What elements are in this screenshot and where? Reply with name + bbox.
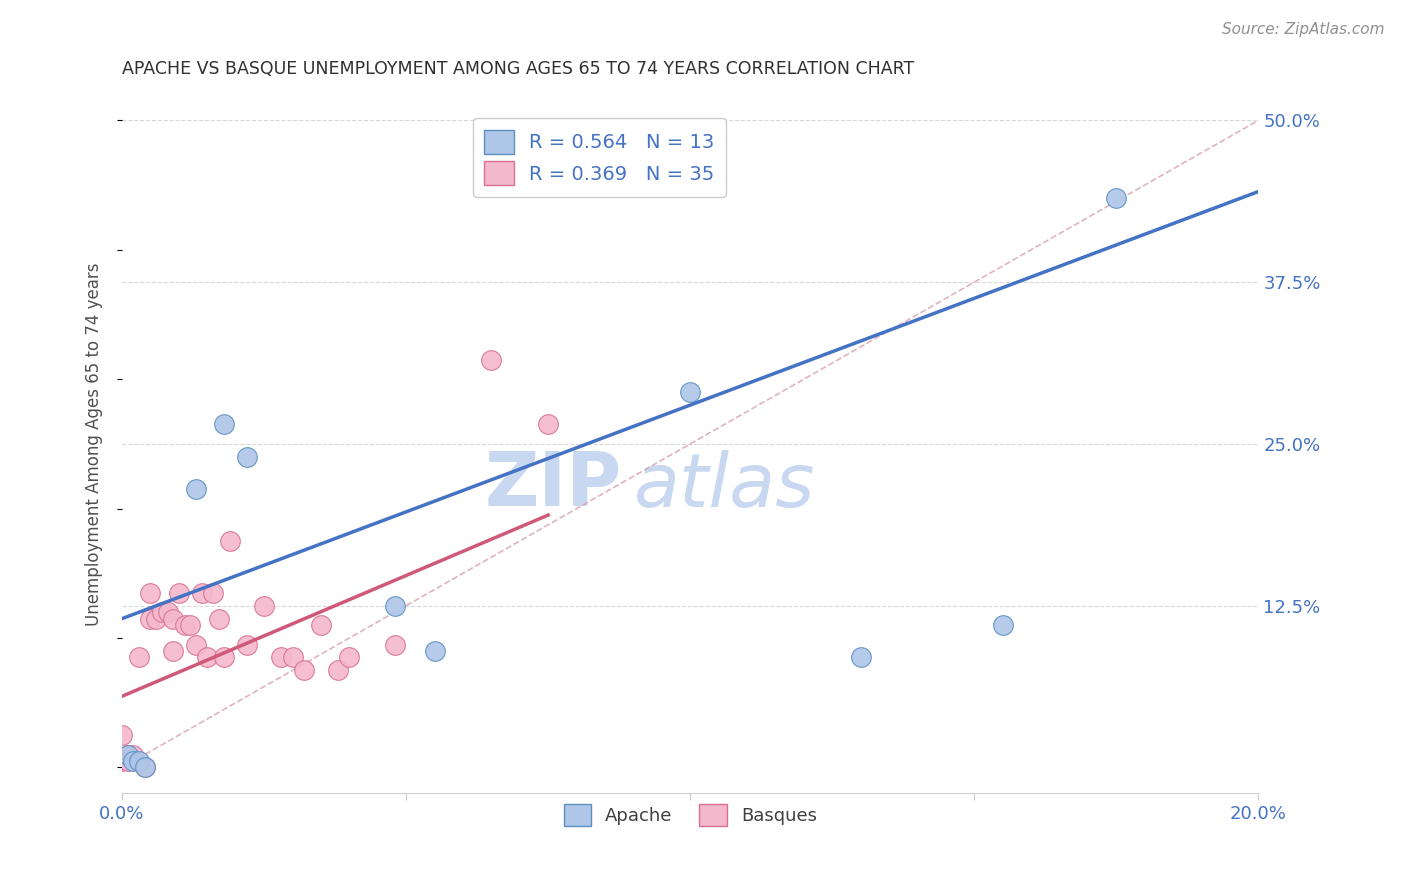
Point: [156, 605, 179, 619]
Point: [162, 612, 184, 626]
Point: [849, 650, 872, 665]
Point: [134, 760, 156, 774]
Point: [150, 605, 173, 619]
Point: [162, 644, 184, 658]
Point: [208, 612, 231, 626]
Text: atlas: atlas: [634, 450, 815, 522]
Point: [384, 599, 406, 613]
Point: [270, 650, 292, 665]
Point: [167, 586, 190, 600]
Point: [134, 760, 156, 774]
Point: [128, 650, 150, 665]
Point: [384, 638, 406, 652]
Point: [122, 754, 145, 768]
Point: [214, 417, 236, 432]
Point: [184, 482, 207, 496]
Point: [479, 352, 502, 367]
Text: ZIP: ZIP: [485, 450, 621, 523]
Legend: Apache, Basques: Apache, Basques: [557, 797, 824, 833]
Point: [128, 754, 150, 768]
Point: [179, 618, 201, 632]
Point: [201, 586, 224, 600]
Point: [537, 417, 560, 432]
Point: [337, 650, 360, 665]
Point: [190, 586, 212, 600]
Point: [219, 533, 242, 548]
Point: [111, 728, 134, 742]
Point: [117, 747, 139, 762]
Point: [326, 664, 349, 678]
Text: Source: ZipAtlas.com: Source: ZipAtlas.com: [1222, 22, 1385, 37]
Point: [111, 754, 134, 768]
Y-axis label: Unemployment Among Ages 65 to 74 years: Unemployment Among Ages 65 to 74 years: [86, 262, 103, 625]
Point: [117, 747, 139, 762]
Point: [236, 638, 259, 652]
Point: [236, 450, 259, 464]
Point: [292, 664, 315, 678]
Point: [122, 747, 145, 762]
Point: [139, 612, 162, 626]
Point: [145, 612, 167, 626]
Point: [173, 618, 195, 632]
Text: APACHE VS BASQUE UNEMPLOYMENT AMONG AGES 65 TO 74 YEARS CORRELATION CHART: APACHE VS BASQUE UNEMPLOYMENT AMONG AGES…: [122, 60, 914, 78]
Point: [309, 618, 332, 632]
Point: [281, 650, 304, 665]
Point: [139, 586, 162, 600]
Point: [991, 618, 1014, 632]
Point: [679, 385, 702, 400]
Point: [1105, 191, 1128, 205]
Point: [195, 650, 218, 665]
Point: [214, 650, 236, 665]
Point: [253, 599, 276, 613]
Point: [184, 638, 207, 652]
Point: [117, 754, 139, 768]
Point: [423, 644, 446, 658]
